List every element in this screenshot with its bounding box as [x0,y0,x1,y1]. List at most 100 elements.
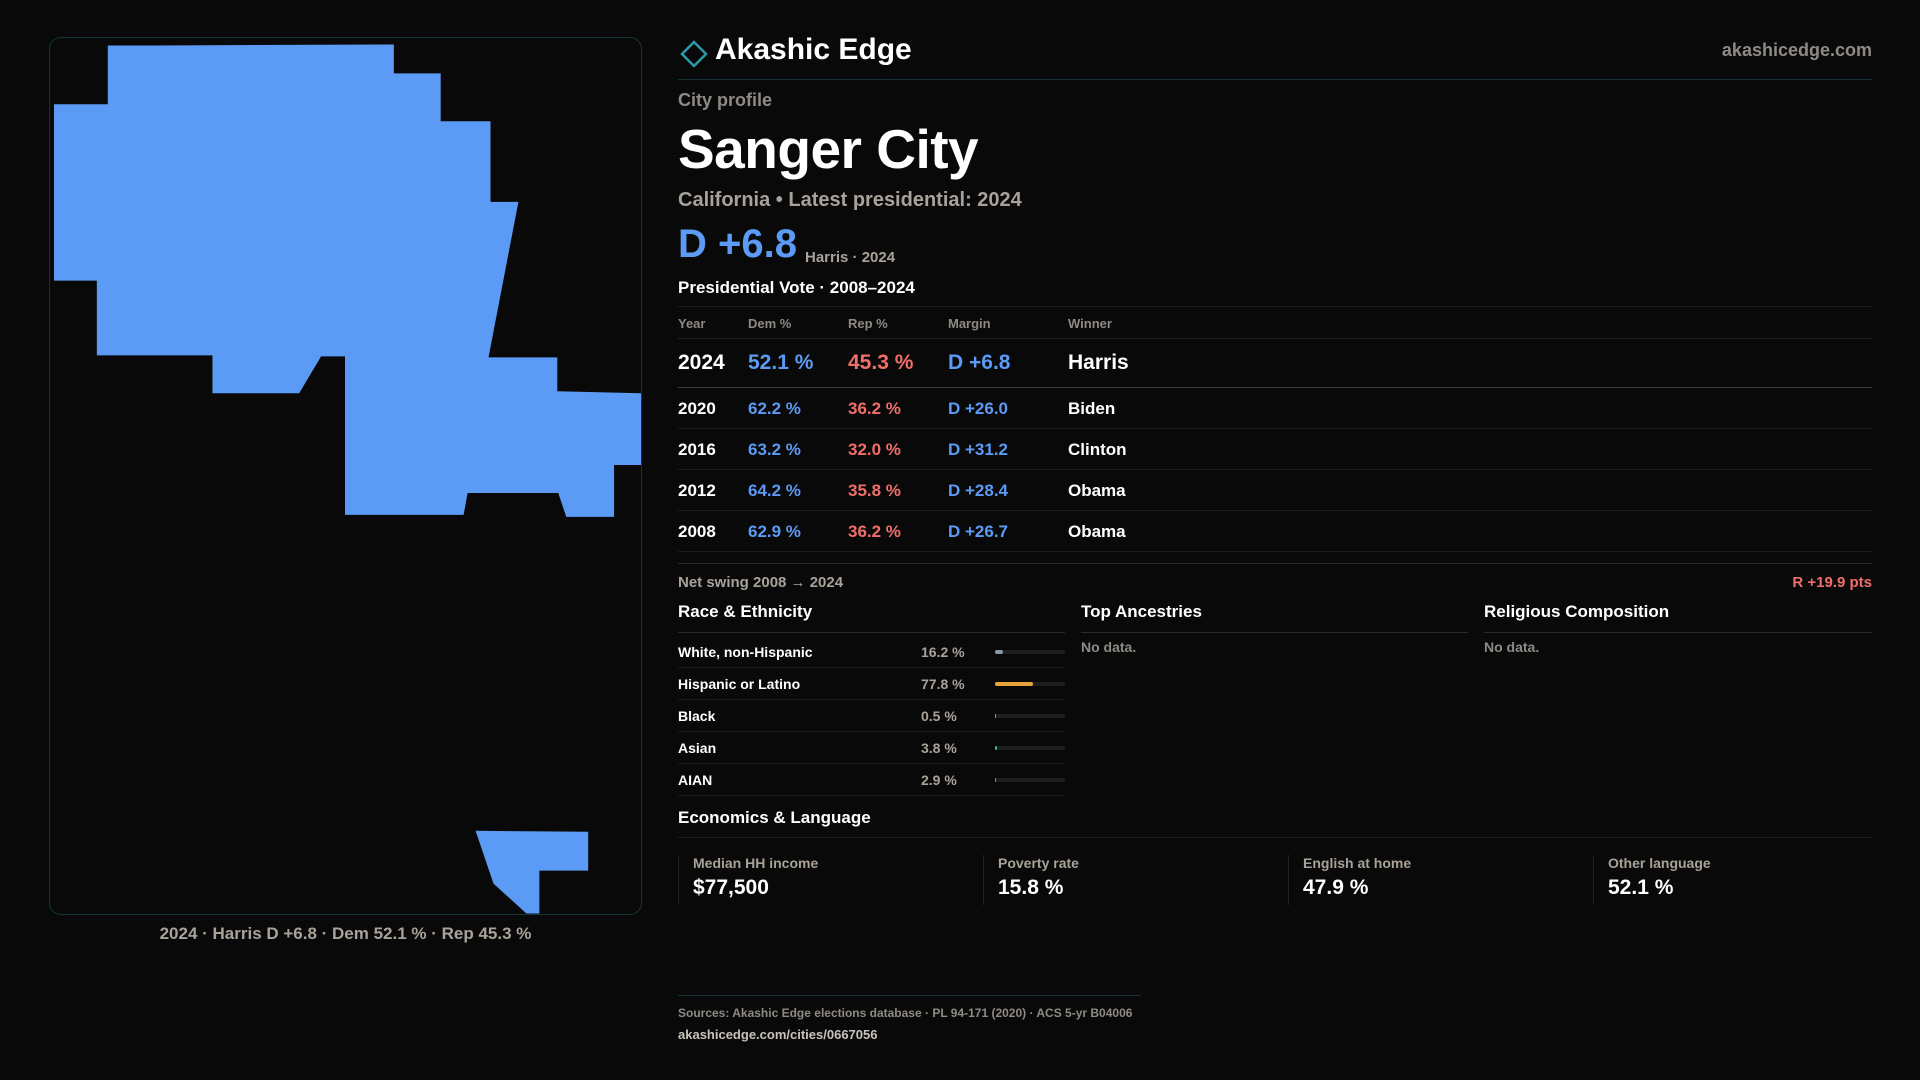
econ-value: 47.9 % [1303,876,1369,899]
ancestries-empty: No data. [1081,639,1137,655]
race-bar-fill [995,714,997,718]
cell-year: 2024 [678,351,725,374]
table-row: 2012 64.2 % 35.8 % D +28.4 Obama [678,470,1872,511]
race-pct: 77.8 % [921,676,965,692]
race-row: Hispanic or Latino 77.8 % [678,668,1065,700]
econ-stat-other-language: Other language 52.1 % [1593,855,1872,905]
header-year: Year [678,316,706,331]
race-bar-fill [995,650,1003,654]
footer: Sources: Akashic Edge elections database… [678,995,1141,1042]
cell-dem: 63.2 % [748,440,801,459]
cell-winner: Harris [1068,351,1129,374]
table-row: 2020 62.2 % 36.2 % D +26.0 Biden [678,388,1872,429]
presidential-vote-table: Year Dem % Rep % Margin Winner 2024 52.1… [678,306,1872,552]
cell-rep: 36.2 % [848,522,901,541]
ancestries-title: Top Ancestries [1081,602,1202,621]
econ-label: Poverty rate [998,855,1079,871]
cell-margin: D +31.2 [948,440,1009,459]
economics-header: Economics & Language [678,808,1872,838]
cell-margin: D +28.4 [948,481,1009,500]
ancestries-section: Top Ancestries No data. [1081,602,1468,655]
economics-title: Economics & Language [678,808,871,827]
cell-year: 2016 [678,440,716,459]
race-bar-fill [995,682,1034,686]
profile-eyebrow: City profile [678,90,773,110]
map-caption: 2024 · Harris D +6.8 · Dem 52.1 % · Rep … [159,924,532,943]
race-bar-track [995,650,1065,654]
latest-margin-note: Harris · 2024 [805,249,896,266]
cell-rep: 45.3 % [848,351,914,374]
race-bar-track [995,714,1065,718]
cell-winner: Obama [1068,481,1126,500]
race-pct: 0.5 % [921,708,957,724]
econ-value: 52.1 % [1608,876,1674,899]
net-swing: Net swing 2008 → 2024 R +19.9 pts [678,563,1872,599]
diamond-logo-icon [680,40,708,68]
race-label: Hispanic or Latino [678,676,801,692]
econ-stat-income: Median HH income $77,500 [678,855,968,905]
race-row: White, non-Hispanic 16.2 % [678,636,1065,668]
section-header: Top Ancestries [1081,602,1468,633]
section-header: Religious Composition [1484,602,1872,633]
race-bar-fill [995,746,997,750]
race-pct: 3.8 % [921,740,957,756]
sources-text: Sources: Akashic Edge elections database… [678,1006,1133,1020]
cell-year: 2020 [678,399,716,418]
econ-label: Other language [1608,855,1711,871]
race-bar-track [995,746,1065,750]
race-bar-fill [995,778,997,782]
cell-dem: 62.2 % [748,399,801,418]
net-swing-value: R +19.9 pts [1792,574,1872,591]
religion-empty: No data. [1484,639,1540,655]
cell-winner: Obama [1068,522,1126,541]
brand-name[interactable]: Akashic Edge [715,33,912,66]
profile-subtitle: California • Latest presidential: 2024 [678,189,1022,211]
presidential-vote-title: Presidential Vote · 2008–2024 [678,278,915,297]
profile-panel: Akashic Edge akashicedge.com City profil… [678,0,1872,1080]
section-header: Race & Ethnicity [678,602,1065,633]
race-row: Asian 3.8 % [678,732,1065,764]
header-dem: Dem % [748,316,792,331]
cell-rep: 32.0 % [848,440,901,459]
race-row: AIAN 2.9 % [678,764,1065,796]
page-url-link[interactable]: akashicedge.com/cities/0667056 [678,1027,878,1042]
cell-dem: 62.9 % [748,522,801,541]
site-url[interactable]: akashicedge.com [1721,40,1872,60]
header-rep: Rep % [848,316,888,331]
page-title: Sanger City [678,118,979,180]
econ-stat-poverty: Poverty rate 15.8 % [983,855,1273,905]
race-label: AIAN [678,772,713,788]
race-bar-track [995,778,1065,782]
net-swing-label: Net swing 2008 → 2024 [678,574,844,591]
cell-rep: 36.2 % [848,399,901,418]
table-row: 2024 52.1 % 45.3 % D +6.8 Harris [678,339,1872,388]
city-boundary-map [53,44,641,914]
site-header: Akashic Edge akashicedge.com [678,30,1872,80]
city-map [49,37,642,915]
race-label: White, non-Hispanic [678,644,813,660]
race-pct: 16.2 % [921,644,965,660]
header-winner: Winner [1068,316,1112,331]
race-label: Asian [678,740,717,756]
race-pct: 2.9 % [921,772,957,788]
latest-margin: D +6.8 [678,222,797,266]
cell-winner: Biden [1068,399,1116,418]
econ-value: $77,500 [693,876,769,899]
table-header: Year Dem % Rep % Margin Winner [678,307,1872,339]
header-margin: Margin [948,316,991,331]
cell-margin: D +26.0 [948,399,1009,418]
religion-section: Religious Composition No data. [1484,602,1872,655]
cell-year: 2012 [678,481,716,500]
cell-dem: 64.2 % [748,481,801,500]
race-title: Race & Ethnicity [678,602,813,621]
econ-value: 15.8 % [998,876,1064,899]
city-boundary-main [53,44,641,517]
race-bar-track [995,682,1065,686]
table-row: 2016 63.2 % 32.0 % D +31.2 Clinton [678,429,1872,470]
city-boundary-exclave [475,830,589,914]
econ-label: Median HH income [693,855,819,871]
race-row: Black 0.5 % [678,700,1065,732]
econ-label: English at home [1303,855,1412,871]
cell-margin: D +26.7 [948,522,1009,541]
race-ethnicity-section: Race & Ethnicity White, non-Hispanic 16.… [678,602,1065,796]
